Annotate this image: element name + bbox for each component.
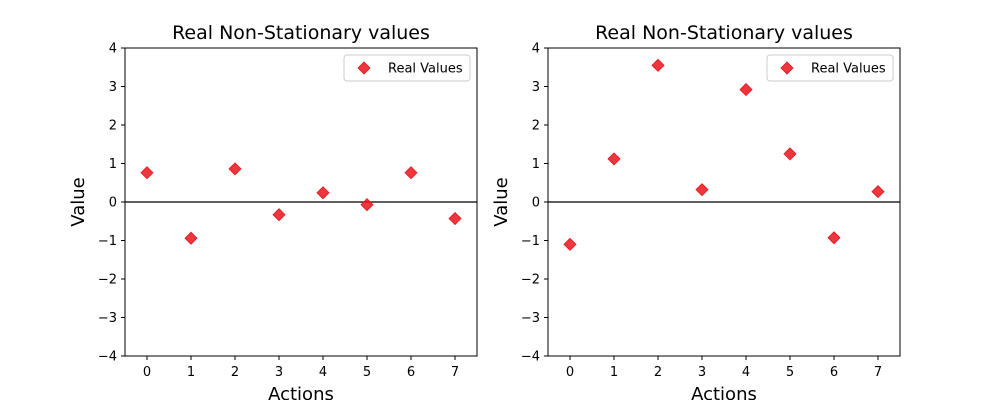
y-tick-label: 3	[109, 80, 117, 95]
x-tick-label: 5	[363, 365, 371, 380]
legend-label: Real Values	[388, 62, 463, 77]
data-point	[827, 231, 841, 245]
y-tick-label: 1	[109, 157, 117, 172]
x-axis-label: Actions	[691, 384, 757, 400]
y-tick-label: 0	[532, 196, 540, 211]
y-tick-label: 4	[532, 42, 540, 57]
y-tick-label: −4	[98, 350, 117, 365]
y-axis-label: Value	[491, 177, 512, 226]
x-tick-label: 5	[786, 365, 794, 380]
x-tick-label: 6	[830, 365, 838, 380]
y-tick-label: 2	[532, 119, 540, 134]
y-tick-label: −1	[98, 234, 117, 249]
x-tick-label: 6	[407, 365, 415, 380]
y-axis-label: Value	[68, 177, 89, 226]
x-tick-label: 1	[187, 365, 195, 380]
y-tick-label: 0	[109, 196, 117, 211]
y-tick-label: −3	[98, 311, 117, 326]
legend-box	[766, 54, 894, 82]
x-tick-label: 2	[654, 365, 662, 380]
x-tick-label: 2	[231, 365, 239, 380]
chart-title: Real Non-Stationary values	[595, 22, 853, 44]
x-axis-label: Actions	[268, 384, 334, 400]
data-point	[448, 211, 462, 226]
chart-right: Real Non-Stationary values 0 1 2 3 4 5 6 7 −4 −3 −2…	[491, 22, 901, 400]
data-point	[228, 162, 242, 176]
data-point	[871, 185, 885, 199]
data-point	[739, 83, 753, 97]
data-point	[563, 237, 577, 251]
legend-marker	[357, 61, 371, 75]
x-tick-label: 3	[698, 365, 706, 380]
data-point	[360, 198, 374, 212]
chart-title: Real Non-Stationary values	[172, 22, 430, 44]
data-point	[140, 166, 154, 180]
y-tick-label: −4	[521, 350, 540, 365]
x-tick-label: 1	[610, 365, 618, 380]
x-tick-label: 3	[275, 365, 283, 380]
data-point	[651, 58, 665, 72]
x-tick-label: 7	[874, 365, 882, 380]
axes-frame	[124, 47, 478, 357]
x-tick-label: 4	[742, 365, 750, 380]
data-point	[607, 152, 621, 166]
y-tick-label: 4	[109, 42, 117, 57]
y-tick-label: −3	[521, 311, 540, 326]
x-tick-label: 7	[451, 365, 459, 380]
chart-left: Real Non-Stationary values 0 1 2 3 4 5 6 7 −4 −3 −2…	[68, 22, 478, 400]
y-tick-label: 1	[532, 157, 540, 172]
data-point	[316, 186, 330, 200]
axes-frame	[547, 47, 901, 357]
x-tick-label: 0	[143, 365, 151, 380]
x-tick-label: 0	[566, 365, 574, 380]
legend-box	[343, 54, 471, 82]
legend-marker	[780, 61, 794, 75]
x-tick-label: 4	[319, 365, 327, 380]
y-tick-label: −2	[521, 273, 540, 288]
y-tick-label: 2	[109, 119, 117, 134]
y-tick-label: −2	[98, 273, 117, 288]
y-tick-label: −1	[521, 234, 540, 249]
data-point	[272, 208, 286, 222]
data-point	[184, 231, 198, 245]
data-point	[695, 183, 709, 197]
data-point	[404, 166, 418, 180]
legend-label: Real Values	[811, 62, 886, 77]
data-point	[783, 147, 797, 161]
y-tick-label: 3	[532, 80, 540, 95]
